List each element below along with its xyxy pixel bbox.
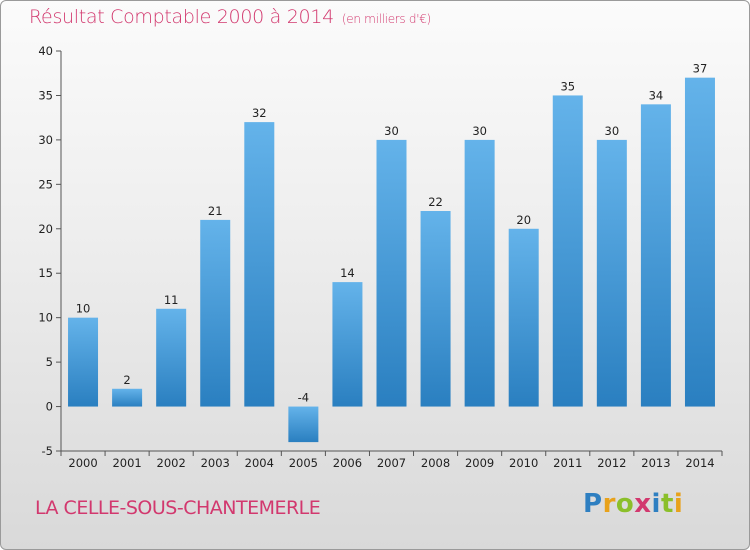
bar (464, 139, 495, 407)
data-label: 20 (516, 213, 531, 227)
logo-letter: x (634, 489, 652, 519)
x-tick-label: 2000 (68, 456, 97, 470)
data-label: 37 (693, 62, 708, 76)
bar (640, 104, 671, 407)
y-tick-label: -5 (42, 444, 53, 458)
data-label: 30 (605, 124, 620, 138)
data-label: 32 (252, 106, 267, 120)
x-tick-label: 2012 (597, 456, 626, 470)
logo-letter: i (673, 489, 684, 519)
data-label: 14 (340, 266, 355, 280)
y-tick-label: 20 (38, 222, 53, 236)
bar (684, 77, 715, 407)
y-tick-label: 35 (38, 88, 53, 102)
chart-title: Résultat Comptable 2000 à 2014 (en millie… (29, 6, 431, 28)
bar (332, 282, 363, 407)
data-label: 22 (428, 195, 443, 209)
proxiti-logo: Proxiti (583, 489, 683, 519)
x-tick-label: 2006 (333, 456, 362, 470)
x-tick-label: 2002 (157, 456, 186, 470)
bar (288, 406, 319, 443)
bar (420, 211, 451, 407)
data-label: 35 (560, 79, 575, 93)
logo-letter: o (615, 489, 635, 519)
bar (508, 228, 539, 407)
x-tick-label: 2013 (641, 456, 670, 470)
commune-name: LA CELLE-SOUS-CHANTEMERLE (35, 497, 321, 519)
bar (244, 122, 275, 407)
y-tick-label: 40 (38, 44, 53, 58)
x-tick-label: 2014 (685, 456, 714, 470)
x-tick-label: 2005 (289, 456, 318, 470)
bar (156, 308, 187, 407)
bar (376, 139, 407, 407)
x-tick-label: 2003 (201, 456, 230, 470)
data-label: 30 (384, 124, 399, 138)
x-tick-label: 2001 (112, 456, 141, 470)
data-label: 30 (472, 124, 487, 138)
bar (112, 388, 143, 407)
x-tick-label: 2008 (421, 456, 450, 470)
bar (596, 139, 627, 407)
y-tick-label: 0 (46, 400, 53, 414)
logo-letter: r (602, 489, 616, 519)
unit-note: (en milliers d'€) (341, 12, 431, 26)
data-label: 10 (76, 302, 91, 316)
data-label: 2 (123, 373, 130, 387)
y-tick-label: 15 (38, 266, 53, 280)
x-tick-label: 2007 (377, 456, 406, 470)
logo-letter: i (651, 489, 661, 519)
y-tick-label: 25 (38, 177, 53, 191)
x-tick-label: 2004 (245, 456, 274, 470)
logo-letter: P (583, 489, 603, 519)
x-tick-label: 2011 (553, 456, 582, 470)
y-tick-label: 30 (38, 133, 53, 147)
x-tick-label: 2009 (465, 456, 494, 470)
bar (68, 317, 99, 407)
data-label: -4 (298, 391, 309, 405)
y-tick-label: 5 (46, 355, 53, 369)
x-tick-label: 2010 (509, 456, 538, 470)
bar (552, 95, 583, 407)
title-text: Résultat Comptable 2000 à 2014 (29, 6, 334, 28)
y-tick-label: 10 (38, 311, 53, 325)
data-label: 34 (649, 88, 664, 102)
logo-letter: t (660, 489, 674, 519)
data-label: 11 (164, 293, 179, 307)
bar (200, 219, 231, 407)
data-label: 21 (208, 204, 223, 218)
